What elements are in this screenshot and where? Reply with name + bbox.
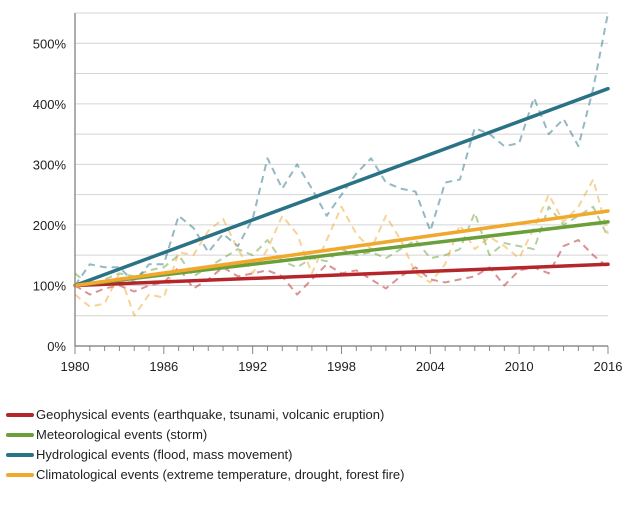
y-axis-labels: 0% 100% 200% 300% 400% 500% — [33, 36, 67, 354]
trend-line-geophysical — [73, 262, 610, 288]
y-tick-label: 300% — [33, 157, 67, 172]
x-tick-label: 1992 — [238, 359, 267, 374]
x-axis-ticks — [74, 346, 609, 354]
legend-swatch-climatological — [6, 473, 34, 477]
x-tick-label: 1980 — [61, 359, 90, 374]
y-tick-label: 0% — [47, 339, 66, 354]
y-tick-label: 100% — [33, 278, 67, 293]
x-tick-label: 2016 — [594, 359, 623, 374]
legend-label-meteorological: Meteorological events (storm) — [36, 427, 208, 442]
trend-line-meteorological — [73, 220, 610, 288]
trend-lines — [73, 86, 610, 288]
trend-line-climatological — [73, 209, 610, 288]
trend-line-hydrological — [73, 86, 610, 288]
x-tick-label: 1986 — [149, 359, 178, 374]
y-tick-label: 500% — [33, 36, 67, 51]
y-tick-label: 200% — [33, 218, 67, 233]
y-tick-label: 400% — [33, 97, 67, 112]
legend-label-climatological: Climatological events (extreme temperatu… — [36, 467, 405, 482]
x-tick-label: 1998 — [327, 359, 356, 374]
x-tick-label: 2004 — [416, 359, 445, 374]
chart-area: 0% 100% 200% 300% 400% 500% 1980 1986 1992 1998 2… — [33, 12, 623, 374]
legend-swatch-geophysical — [6, 413, 34, 417]
series-line-hydrological — [74, 12, 609, 287]
series-line-climatological — [74, 178, 609, 317]
legend-label-hydrological: Hydrological events (flood, mass movemen… — [36, 447, 293, 462]
grid-lines — [75, 12, 608, 317]
legend-swatch-hydrological — [6, 453, 34, 457]
legend-swatch-meteorological — [6, 433, 34, 437]
x-axis-labels: 1980 1986 1992 1998 2004 2010 2016 — [61, 359, 623, 374]
x-tick-label: 2010 — [505, 359, 534, 374]
legend-label-geophysical: Geophysical events (earthquake, tsunami,… — [36, 407, 385, 422]
